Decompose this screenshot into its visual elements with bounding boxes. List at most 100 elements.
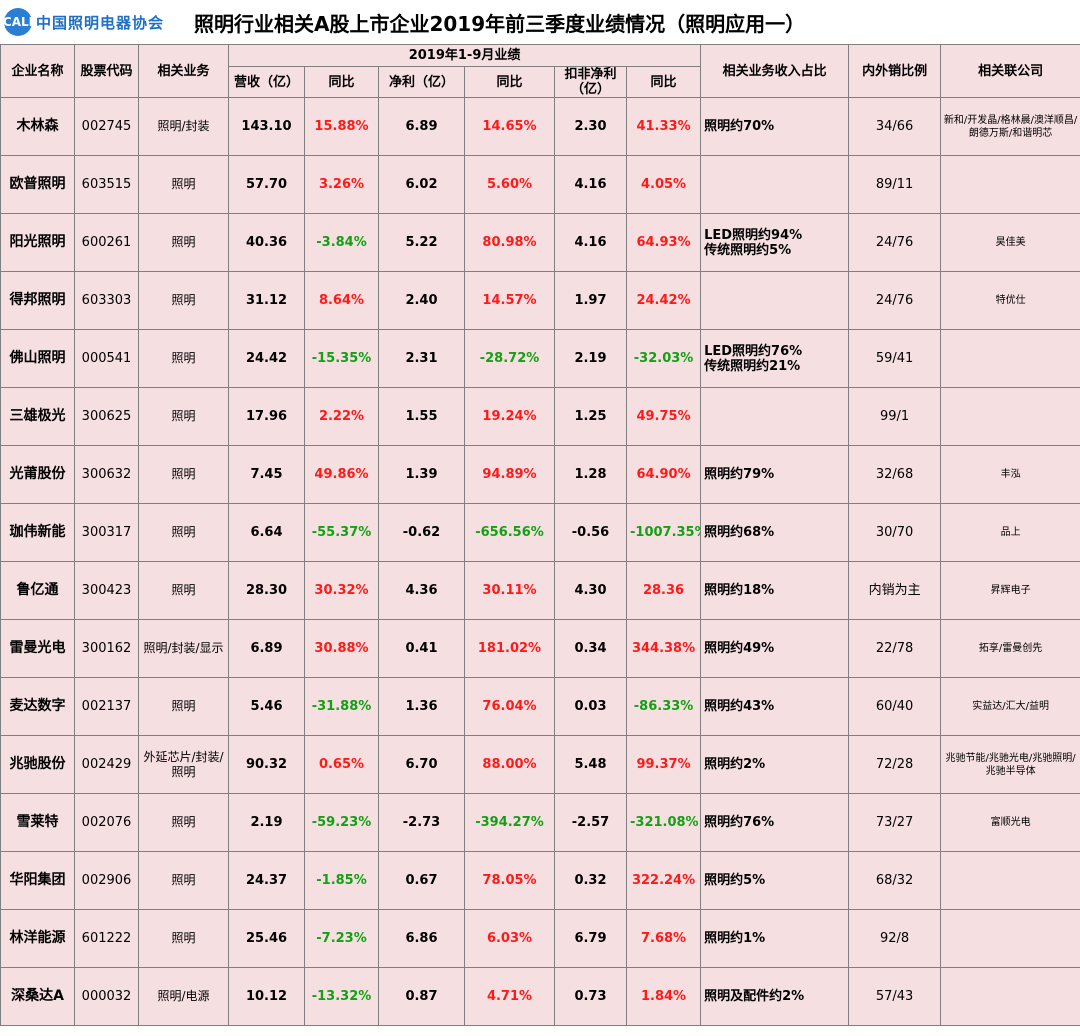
revenue: 5.46: [228, 677, 305, 736]
revenue-share-line: 照明约68%: [704, 525, 775, 540]
revenue-share-line: 照明约70%: [704, 119, 775, 134]
business: 照明: [138, 561, 229, 620]
domestic-export-ratio: 内销为主: [848, 561, 942, 620]
net-profit-yoy: 4.71%: [464, 967, 555, 1026]
stock-code: 002906: [74, 851, 139, 910]
deducted-profit: 0.03: [554, 677, 627, 736]
deducted-profit: 1.97: [554, 271, 627, 330]
domestic-export-ratio: 24/76: [848, 213, 942, 272]
col-ratio: 内外销比例: [848, 44, 942, 98]
domestic-export-ratio: 72/28: [848, 735, 942, 794]
revenue-share: [700, 271, 850, 330]
revenue-share-line: 照明及配件约2%: [704, 989, 805, 1004]
net-profit-yoy: 30.11%: [464, 561, 555, 620]
revenue: 143.10: [228, 97, 305, 156]
stock-code: 300317: [74, 503, 139, 562]
col-company: 企业名称: [0, 44, 75, 98]
deducted-yoy: -1007.35%: [625, 503, 702, 562]
company-name: 鲁亿通: [0, 561, 75, 620]
net-profit: 1.36: [378, 677, 465, 736]
table-row: 鲁亿通 300423 照明 28.30 30.32% 4.36 30.11% 4.30 28.3…: [0, 561, 1080, 620]
net-profit-yoy: 6.03%: [464, 909, 555, 968]
related-companies: [940, 387, 1080, 446]
related-companies: [940, 909, 1080, 968]
related-companies: 丰泓: [940, 445, 1080, 504]
deducted-yoy: 28.36: [625, 561, 702, 620]
business: 照明/封装/显示: [138, 619, 229, 678]
company-name: 光莆股份: [0, 445, 75, 504]
revenue-yoy: -1.85%: [304, 851, 379, 910]
revenue-yoy: 49.86%: [304, 445, 379, 504]
net-profit: 6.86: [378, 909, 465, 968]
revenue: 6.89: [228, 619, 305, 678]
deducted-yoy: 64.93%: [625, 213, 702, 272]
deducted-yoy: 24.42%: [625, 271, 702, 330]
revenue: 40.36: [228, 213, 305, 272]
revenue-share: LED照明约76% 传统照明约21%: [700, 329, 850, 388]
net-profit: 6.02: [378, 155, 465, 214]
revenue-share-line: 照明约5%: [704, 873, 766, 888]
domestic-export-ratio: 32/68: [848, 445, 942, 504]
company-name: 雪莱特: [0, 793, 75, 852]
revenue-yoy: -31.88%: [304, 677, 379, 736]
revenue-yoy: 3.26%: [304, 155, 379, 214]
related-companies: 新和/开发晶/格林晨/澳洋顺昌/朗德万斯/和谐明芯: [940, 97, 1080, 156]
table-row: 雷曼光电 300162 照明/封装/显示 6.89 30.88% 0.41 181.02% 0…: [0, 619, 1080, 678]
deducted-profit: 4.16: [554, 155, 627, 214]
net-profit-yoy: 76.04%: [464, 677, 555, 736]
revenue-share: 照明约76%: [700, 793, 850, 852]
company-name: 兆驰股份: [0, 735, 75, 794]
deducted-yoy: 99.37%: [625, 735, 702, 794]
net-profit-yoy: 14.65%: [464, 97, 555, 156]
revenue-yoy: 2.22%: [304, 387, 379, 446]
stock-code: 000032: [74, 967, 139, 1026]
domestic-export-ratio: 68/32: [848, 851, 942, 910]
business: 照明: [138, 329, 229, 388]
table-body: 木林森 002745 照明/封装 143.10 15.88% 6.89 14.65% 2.30…: [0, 97, 1080, 1026]
col-period: 2019年1-9月业绩: [227, 44, 702, 67]
deducted-yoy: -86.33%: [625, 677, 702, 736]
deducted-yoy: 4.05%: [625, 155, 702, 214]
domestic-export-ratio: 99/1: [848, 387, 942, 446]
net-profit: 1.39: [378, 445, 465, 504]
deducted-profit: 0.34: [554, 619, 627, 678]
domestic-export-ratio: 60/40: [848, 677, 942, 736]
table-row: 光莆股份 300632 照明 7.45 49.86% 1.39 94.89% 1.28 64.9…: [0, 445, 1080, 504]
stock-code: 300632: [74, 445, 139, 504]
deducted-profit: 0.32: [554, 851, 627, 910]
col-related: 相关联公司: [940, 44, 1080, 98]
deducted-yoy: 322.24%: [625, 851, 702, 910]
revenue-share: 照明约70%: [700, 97, 850, 156]
related-companies: 兆驰节能/兆驰光电/兆驰照明/兆驰半导体: [940, 735, 1080, 794]
table-row: 三雄极光 300625 照明 17.96 2.22% 1.55 19.24% 1.25 49.7…: [0, 387, 1080, 446]
business: 照明/电源: [138, 967, 229, 1026]
col-deducted: 扣非净利（亿）: [554, 66, 627, 98]
stock-code: 002137: [74, 677, 139, 736]
deducted-profit: 4.30: [554, 561, 627, 620]
deducted-profit: 5.48: [554, 735, 627, 794]
deducted-profit: 1.28: [554, 445, 627, 504]
net-profit-yoy: 78.05%: [464, 851, 555, 910]
net-profit-yoy: 5.60%: [464, 155, 555, 214]
table-row: 木林森 002745 照明/封装 143.10 15.88% 6.89 14.65% 2.30…: [0, 97, 1080, 156]
domestic-export-ratio: 92/8: [848, 909, 942, 968]
revenue-share-line: 传统照明约5%: [704, 242, 792, 258]
revenue-share-line: 照明约49%: [704, 641, 775, 656]
deducted-profit: 4.16: [554, 213, 627, 272]
col-deducted-yoy: 同比: [625, 66, 702, 98]
business: 照明: [138, 387, 229, 446]
revenue-share-line: 照明约76%: [704, 815, 775, 830]
deducted-yoy: 41.33%: [625, 97, 702, 156]
net-profit-yoy: 181.02%: [464, 619, 555, 678]
company-name: 得邦照明: [0, 271, 75, 330]
table-row: 深桑达A 000032 照明/电源 10.12 -13.32% 0.87 4.71% 0.73…: [0, 967, 1080, 1026]
revenue-share: 照明约79%: [700, 445, 850, 504]
revenue-yoy: -13.32%: [304, 967, 379, 1026]
net-profit: 0.41: [378, 619, 465, 678]
net-profit-yoy: 88.00%: [464, 735, 555, 794]
related-companies: 特优仕: [940, 271, 1080, 330]
net-profit-yoy: 19.24%: [464, 387, 555, 446]
deducted-yoy: -32.03%: [625, 329, 702, 388]
domestic-export-ratio: 59/41: [848, 329, 942, 388]
revenue: 24.37: [228, 851, 305, 910]
